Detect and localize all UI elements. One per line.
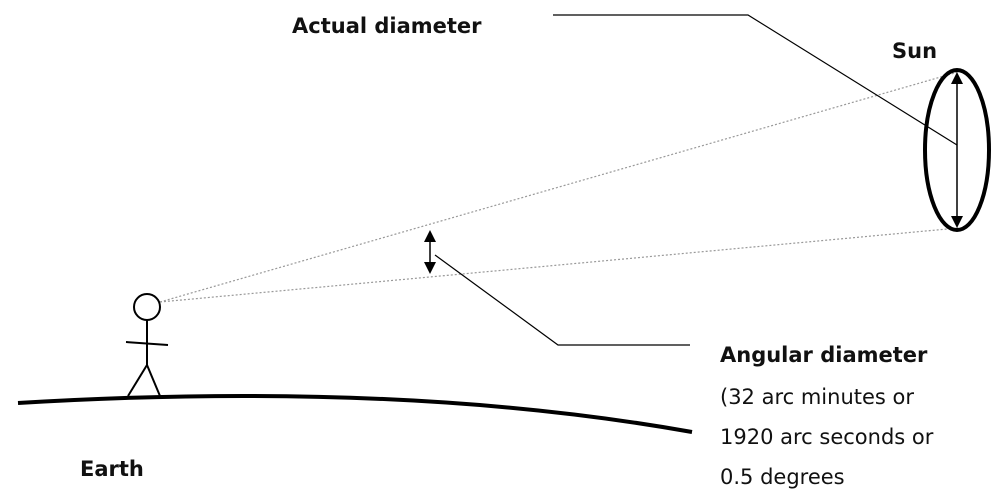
actual-label: Actual diameter (292, 14, 482, 38)
earth-surface (17, 393, 693, 434)
note-line: (32 arc minutes or (720, 385, 914, 409)
note-line: 1920 arc seconds or (720, 425, 934, 449)
sight-lines (159, 71, 959, 303)
earth-label: Earth (80, 457, 144, 481)
angular-label: Angular diameter (720, 343, 928, 367)
person (125, 293, 169, 397)
actual-leader (553, 14, 958, 146)
angular-leader (434, 254, 690, 346)
sun-label: Sun (892, 39, 937, 63)
note-line: 0.5 degrees (720, 465, 845, 489)
sun (923, 68, 991, 232)
